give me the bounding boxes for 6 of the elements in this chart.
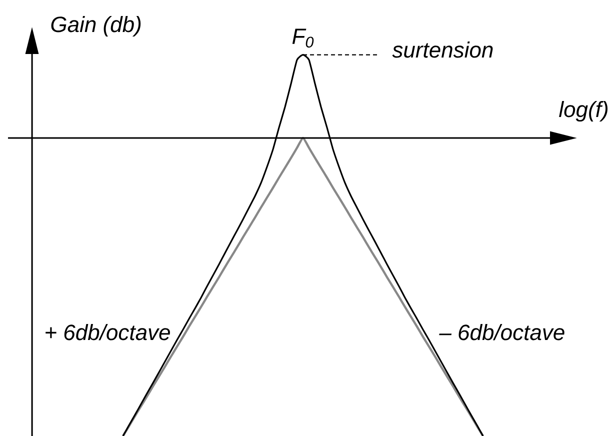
x-axis-title: log(f) (559, 101, 608, 122)
annotation: + 6db/octave (46, 324, 170, 340)
y-axis-title: Gain (db) (51, 16, 141, 37)
ref-line-label: surtension (392, 42, 493, 58)
text: F$_{0}$ (292, 28, 314, 48)
annotation: – 6db/octave (439, 324, 564, 340)
